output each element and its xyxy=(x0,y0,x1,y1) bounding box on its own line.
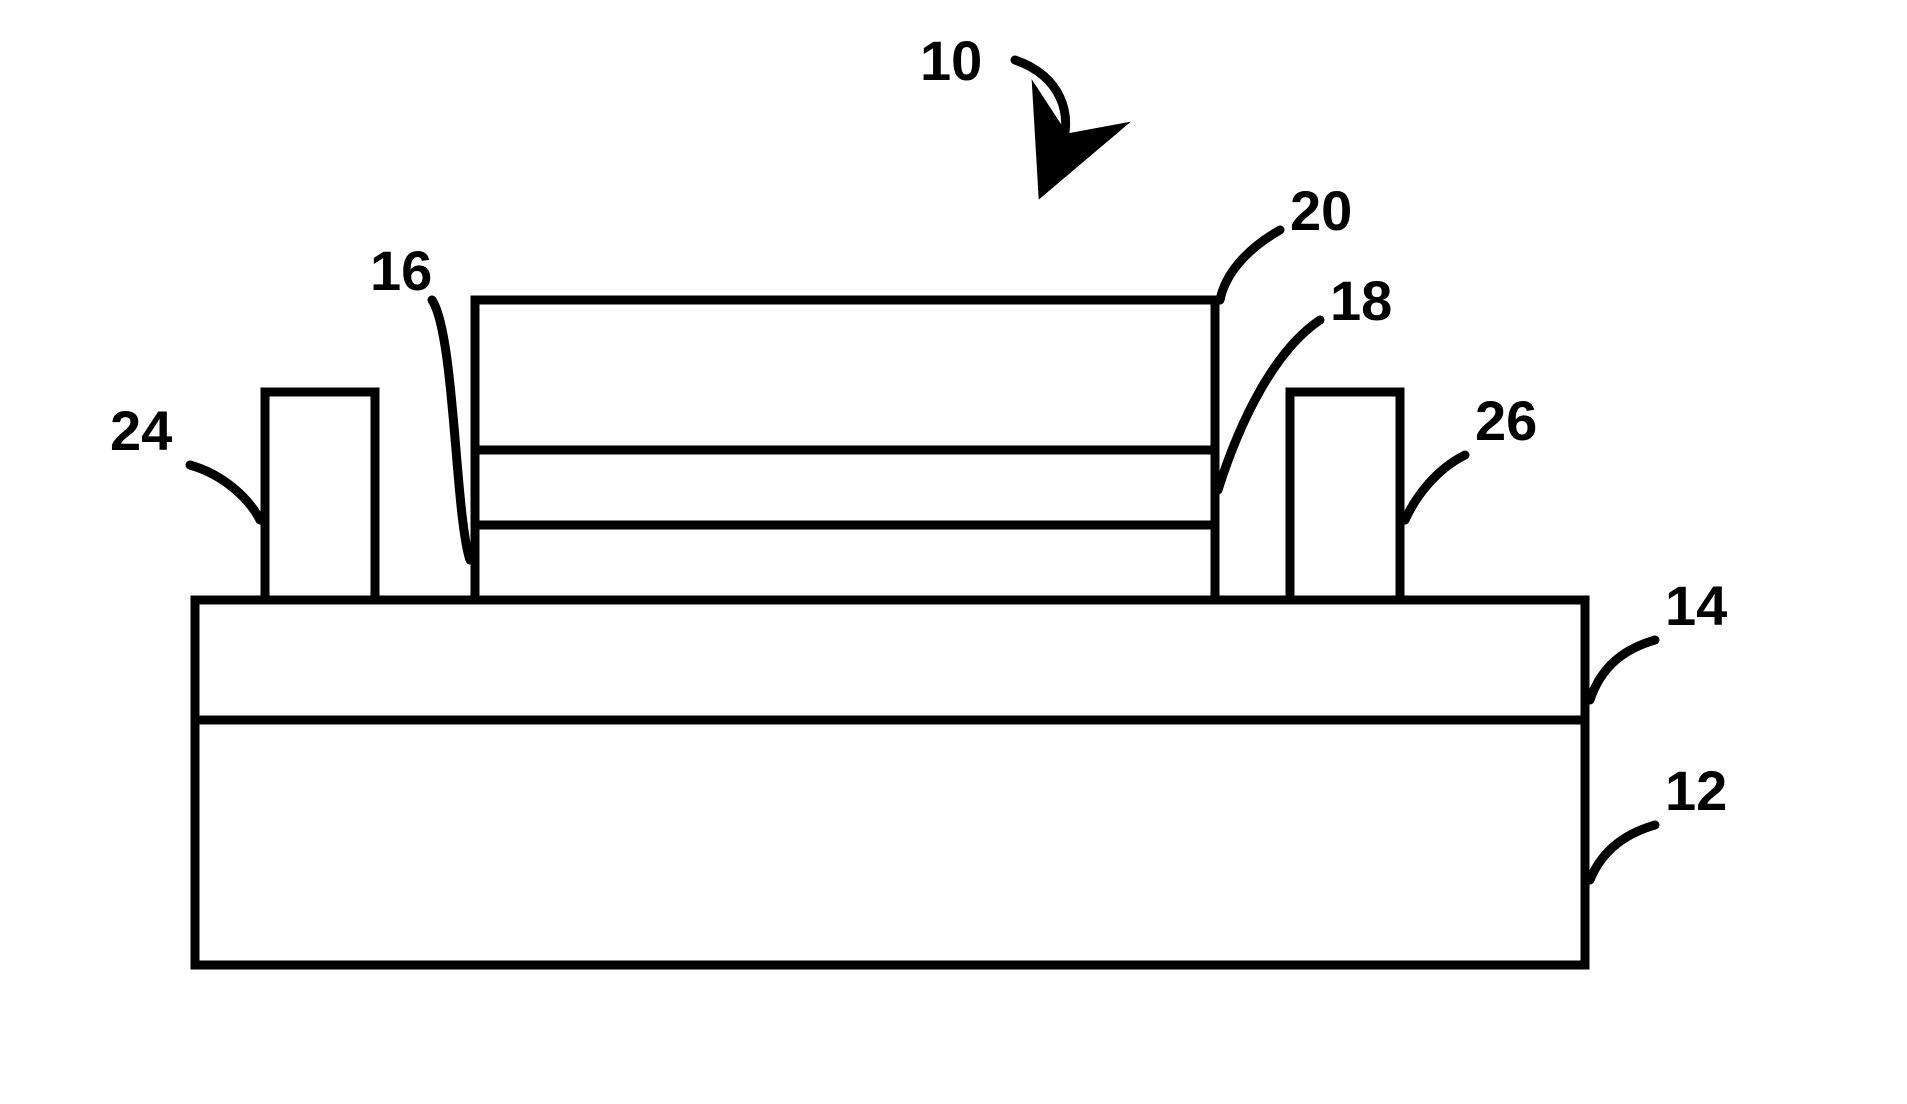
label-10: 10 xyxy=(920,29,982,92)
stack-top-layer xyxy=(475,300,1215,450)
leader-12 xyxy=(1590,825,1655,880)
leader-14 xyxy=(1590,640,1655,700)
label-26: 26 xyxy=(1475,389,1537,452)
label-16: 16 xyxy=(370,239,432,302)
leader-20 xyxy=(1220,230,1280,300)
leader-10 xyxy=(1015,60,1066,150)
right-post xyxy=(1290,392,1400,600)
layer-substrate xyxy=(195,720,1585,965)
layer-top xyxy=(195,600,1585,720)
leader-16 xyxy=(432,300,470,560)
label-24: 24 xyxy=(110,399,172,462)
cross-section-diagram: 10 20 18 16 24 26 14 12 xyxy=(0,0,1907,1104)
leader-24 xyxy=(190,465,260,520)
leader-26 xyxy=(1405,455,1465,520)
stack-middle-layer xyxy=(475,450,1215,525)
label-14: 14 xyxy=(1665,574,1727,637)
stack-bottom-layer xyxy=(475,525,1215,600)
label-18: 18 xyxy=(1330,269,1392,332)
label-12: 12 xyxy=(1665,759,1727,822)
label-20: 20 xyxy=(1290,179,1352,242)
left-post xyxy=(265,392,375,600)
